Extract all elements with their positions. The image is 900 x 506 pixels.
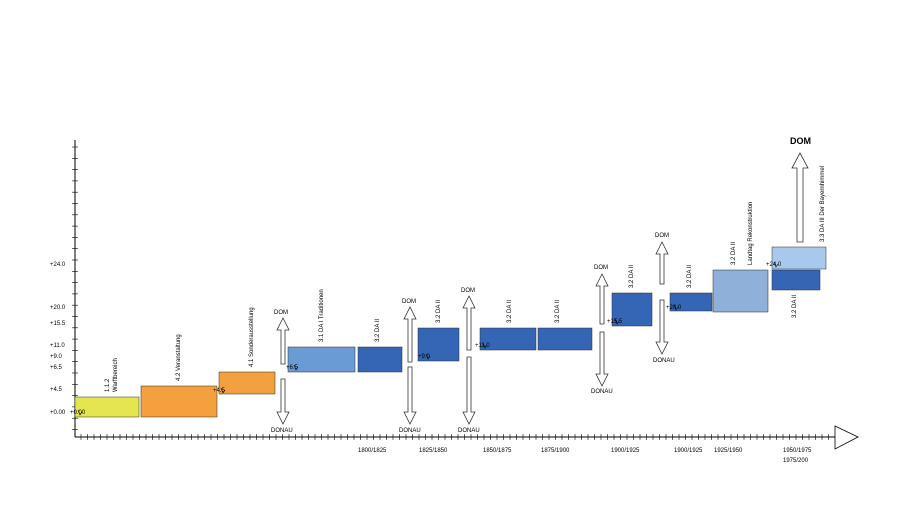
- donau-label: DONAU: [591, 389, 613, 395]
- box-label: 4.2 Veranstaltung: [176, 334, 182, 381]
- y-label: +0.00: [50, 410, 66, 416]
- elevation-marker: +20.0: [666, 305, 682, 311]
- marker-arrow-icon: [482, 342, 488, 349]
- up-arrow-icon: [462, 295, 476, 351]
- box-label: 3.3 DA III Der Bayernhimmel: [820, 166, 826, 242]
- box-der-bayernhimmel[interactable]: [771, 246, 827, 270]
- elevation-markers: +0.00 +4.5 +6.5 +9.0 +11.0 +15.5 +20.0 +…: [70, 261, 782, 416]
- box-warftbereich[interactable]: [74, 396, 140, 418]
- box-label: Warftbereich: [113, 358, 119, 392]
- era-label: 1875/1900: [541, 448, 570, 454]
- era-label: 1975/200: [783, 458, 809, 464]
- donau-label: DONAU: [458, 428, 480, 434]
- era-label: 1900/1925: [611, 448, 640, 454]
- y-label: +15.5: [50, 321, 66, 327]
- box-label: 3.2 DA II: [792, 295, 798, 318]
- box-label: 3.2 DA II: [687, 265, 693, 288]
- era-label: 1825/1850: [419, 448, 448, 454]
- box-label: 1.1.2: [105, 378, 111, 392]
- marker-arrow-icon: [425, 353, 431, 360]
- down-arrow-icon: [276, 378, 290, 425]
- dom-label: DOM: [461, 288, 475, 294]
- marker-arrow-icon: [773, 261, 779, 268]
- elevation-marker: +6.5: [286, 365, 299, 371]
- box-label: 3.1 DA I Traditionen: [319, 289, 325, 342]
- elevation-marker: +15.5: [607, 319, 623, 325]
- box-da-ii[interactable]: [417, 327, 460, 362]
- y-axis: +24.0 +20.0 +15.5 +11.0 +9.0 +6.5 +4.5 +…: [50, 140, 78, 437]
- elevation-marker: +24.0: [766, 262, 782, 268]
- x-axis-ticks: [80, 434, 829, 440]
- box-sonderausstellung[interactable]: [218, 371, 276, 395]
- dom-donau-arrows: DOM DONAU DOM DONAU DOM DONAU DOM DONAU …: [271, 136, 811, 434]
- dom-label: DOM: [790, 136, 811, 146]
- box-label: 3.2 DA II: [731, 242, 737, 265]
- elevation-marker: +11.0: [475, 343, 490, 349]
- era-label: 1925/1950: [714, 448, 743, 454]
- dom-label: DOM: [402, 299, 416, 305]
- box-da-ii[interactable]: [479, 327, 537, 351]
- marker-arrow-icon: [220, 387, 226, 394]
- marker-arrow-icon: [77, 409, 83, 416]
- marker-arrow-icon: [293, 364, 299, 371]
- up-arrow-icon: [276, 317, 290, 365]
- box-da-ii[interactable]: [611, 292, 653, 327]
- donau-label: DONAU: [399, 428, 421, 434]
- box-label: 3.2 DA II: [375, 319, 381, 342]
- x-axis: 1800/1825 1825/1850 1850/1875 1875/1900 …: [75, 425, 859, 464]
- y-label: +4.5: [50, 387, 63, 393]
- box-label: 3.2 DA II: [507, 300, 513, 323]
- donau-label: DONAU: [271, 428, 293, 434]
- y-label: +20.0: [50, 305, 66, 311]
- dom-label: DOM: [274, 310, 288, 316]
- y-label: +9.0: [50, 354, 63, 360]
- box-da-ii[interactable]: [669, 292, 713, 312]
- x-axis-arrowhead: [834, 425, 859, 450]
- box-da-ii[interactable]: [537, 327, 593, 351]
- up-arrow-icon: [403, 306, 417, 363]
- down-arrow-icon: [655, 299, 669, 355]
- dom-label: DOM: [594, 265, 608, 271]
- marker-arrow-icon: [614, 318, 620, 325]
- box-da-i-traditionen[interactable]: [287, 346, 356, 373]
- marker-arrow-icon: [673, 304, 679, 311]
- era-label: 1850/1875: [483, 448, 512, 454]
- y-label: +6.5: [50, 365, 63, 371]
- era-label: 1800/1825: [358, 448, 387, 454]
- box-label: 3.2 DA II: [629, 265, 635, 288]
- elevation-marker: +0.00: [70, 410, 86, 416]
- up-arrow-icon: [595, 273, 609, 325]
- elevation-marker: +9.0: [418, 354, 431, 360]
- box-label: Landtag Rekonstruktion: [748, 202, 754, 265]
- y-label: +11.0: [50, 343, 65, 349]
- box-da-ii[interactable]: [771, 269, 821, 291]
- elevation-marker: +4.5: [213, 388, 226, 394]
- donau-label: DONAU: [653, 358, 675, 364]
- down-arrow-icon: [403, 366, 417, 425]
- era-label: 1900/1925: [674, 448, 703, 454]
- box-label: 4.1 Sonderausstellung: [249, 307, 255, 367]
- exhibit-boxes: [74, 246, 827, 418]
- dom-label: DOM: [655, 233, 669, 239]
- up-arrow-icon: [655, 241, 669, 285]
- down-arrow-icon: [462, 356, 476, 425]
- box-landtag-rekonstruktion[interactable]: [712, 269, 769, 313]
- box-veranstaltung[interactable]: [140, 385, 218, 418]
- box-label: 3.2 DA II: [436, 300, 442, 323]
- box-da-ii[interactable]: [357, 346, 403, 373]
- down-arrow-icon: [595, 331, 609, 387]
- box-labels: 1.1.2 Warftbereich 4.2 Veranstaltung 4.1…: [105, 166, 826, 392]
- y-label: +24.0: [50, 262, 66, 268]
- box-label: 3.2 DA II: [555, 300, 561, 323]
- up-arrow-icon: [791, 152, 809, 243]
- era-label: 1950/1975: [783, 448, 812, 454]
